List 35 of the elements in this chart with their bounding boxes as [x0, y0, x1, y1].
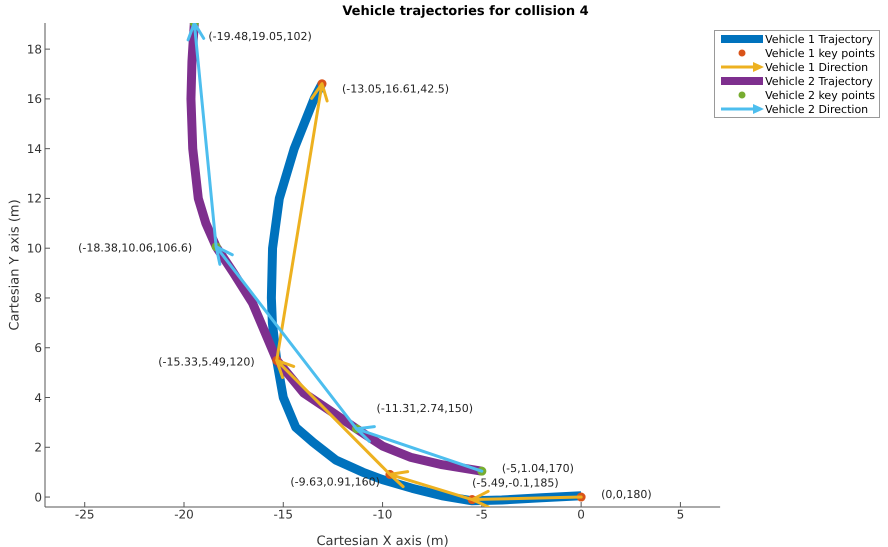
legend-label: Vehicle 1 Trajectory	[765, 32, 873, 46]
x-tick-label: 0	[577, 508, 585, 522]
y-tick-label: 14	[26, 142, 42, 156]
x-tick-label: -10	[372, 508, 392, 522]
x-axis-title: Cartesian X axis (m)	[316, 534, 449, 547]
annotation: (0,0,180)	[601, 488, 652, 502]
y-tick-label: 16	[26, 92, 42, 106]
legend-label: Vehicle 2 key points	[765, 88, 875, 102]
chart-title: Vehicle trajectories for collision 4	[341, 4, 590, 19]
x-tick-label: -5	[476, 508, 488, 522]
y-tick-label: 2	[34, 440, 42, 455]
annotation: (-19.48,19.05,102)	[208, 30, 312, 44]
x-tick-label: -20	[174, 508, 194, 522]
y-tick-label: 4	[34, 390, 42, 405]
annotation: (-15.33,5.49,120)	[158, 355, 255, 368]
legend-label: Vehicle 1 key points	[765, 46, 875, 60]
x-tick-label: -15	[273, 508, 294, 522]
y-tick-label: 6	[34, 341, 42, 355]
legend-label: Vehicle 2 Direction	[765, 102, 868, 116]
y-tick-label: 0	[34, 490, 42, 504]
legend-label: Vehicle 1 Direction	[765, 60, 868, 74]
x-tick-label: -25	[74, 508, 95, 522]
y-tick-label: 10	[26, 241, 42, 256]
y-tick-label: 12	[26, 192, 42, 206]
annotation: (-5.49,-0.1,185)	[472, 476, 559, 490]
annotation: (-11.31,2.74,150)	[376, 402, 474, 415]
annotation: (-5,1.04,170)	[502, 462, 574, 476]
annotation: (-13.05,16.61,42.5)	[342, 82, 450, 96]
y-axis-title: Cartesian Y axis (m)	[8, 199, 23, 331]
annotation: (-9.63,0.91,160)	[290, 475, 380, 488]
y-tick-label: 8	[34, 291, 42, 306]
y-tick-label: 18	[26, 42, 42, 56]
legend-label: Vehicle 2 Trajectory	[765, 74, 873, 88]
x-tick-label: 5	[676, 508, 684, 522]
annotation: (-18.38,10.06,106.6)	[78, 242, 192, 255]
